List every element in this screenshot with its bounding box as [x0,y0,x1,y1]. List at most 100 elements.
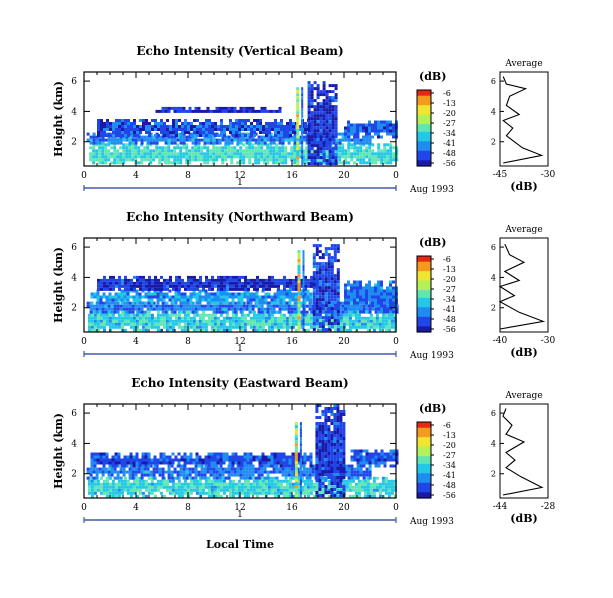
heatmap-cell [173,109,177,113]
heatmap-cell [372,319,376,323]
heatmap-cell [98,149,102,153]
heatmap-cell [199,122,202,125]
heatmap-cell [244,125,247,128]
heatmap-cell [318,274,322,278]
heatmap-cell [380,298,383,302]
heatmap-cell [228,319,232,323]
heatmap-cell [240,488,244,492]
heatmap-cell [229,122,232,125]
heatmap-cell [338,310,342,314]
heatmap-cell [134,155,138,159]
heatmap-cell [271,125,274,128]
heatmap-cell [172,131,175,134]
heatmap-cell [168,316,172,320]
heatmap-cell [102,479,106,483]
heatmap-cell [214,134,217,137]
heatmap-cell [284,149,288,153]
heatmap-cell [322,93,326,97]
heatmap-cell [175,284,178,288]
heatmap-cell [328,156,332,160]
heatmap-cell [180,464,184,468]
heatmap-cell [141,322,145,326]
heatmap-cell [315,307,319,311]
heatmap-cell [176,304,180,308]
heatmap-cell [293,155,297,159]
heatmap-cell [90,295,94,299]
spike-cell [302,301,305,305]
spike-cell [301,93,304,97]
heatmap-cell [242,135,246,139]
heatmap-cell [177,298,181,302]
heatmap-cell [146,143,150,147]
heatmap-cell [224,106,228,110]
heatmap-cell [110,467,114,471]
heatmap-cell [353,304,356,308]
heatmap-cell [179,138,183,142]
heatmap-cell [230,304,234,308]
panel-2: Echo Intensity (Northward Beam)0 4 8 12 16 20… [52,210,556,361]
heatmap-cell [123,482,127,486]
heatmap-cell [236,467,240,471]
heatmap-cell [167,307,171,311]
heatmap-cell [371,289,374,293]
heatmap-cell [162,319,166,323]
heatmap-cell [363,485,367,489]
heatmap-cell [190,278,193,282]
heatmap-cell [101,141,105,145]
heatmap-cell [135,458,139,462]
heatmap-cell [254,470,258,474]
heatmap-cell [131,143,135,147]
heatmap-cell [177,488,181,492]
colorbar-tick-label: -13 [443,99,456,108]
heatmap-cell [308,470,312,474]
heatmap-cell [293,304,297,308]
heatmap-cell [224,310,228,314]
heatmap-cell [365,304,368,308]
heatmap-cell [96,488,100,492]
heatmap-cell [229,131,232,134]
heatmap-cell [230,146,234,150]
heatmap-cell [194,307,198,311]
heatmap-cell [331,117,335,121]
heatmap-cell [389,146,393,150]
spike-cell [297,298,301,302]
heatmap-cell [167,146,171,150]
heatmap-cell [328,147,332,151]
heatmap-cell [315,244,319,248]
heatmap-cell [110,152,114,156]
spike-cell [297,289,301,293]
heatmap-cell [253,125,256,128]
heatmap-cell [137,307,141,311]
heatmap-cell [124,278,127,282]
heatmap-cell [155,143,159,147]
spike-cell [296,108,300,112]
heatmap-cell [276,479,280,483]
heatmap-cell [254,138,258,142]
heatmap-cell [169,128,172,131]
heatmap-cell [341,161,345,165]
heatmap-cell [182,132,186,136]
day-label: 1 [237,344,243,354]
heatmap-cell [305,135,309,139]
heatmap-cell [232,284,235,288]
heatmap-cell [327,286,331,290]
heatmap-cell [106,125,109,128]
heatmap-cell [390,482,394,486]
heatmap-cell [263,467,267,471]
heatmap-cell [353,149,357,153]
heatmap-cell [327,265,331,269]
heatmap-cell [242,470,246,474]
spike-cell [296,114,300,118]
heatmap-cell [377,158,381,162]
heatmap-cell [322,159,326,163]
heatmap-cell [357,313,361,317]
heatmap-cell [378,491,382,495]
heatmap-cell [194,470,198,474]
heatmap-cell [152,301,156,305]
heatmap-cell [264,479,268,483]
heatmap-cell [353,141,357,145]
heatmap-cell [347,126,350,130]
heatmap-cell [171,298,175,302]
heatmap-cell [131,155,135,159]
heatmap-cell [377,152,381,156]
